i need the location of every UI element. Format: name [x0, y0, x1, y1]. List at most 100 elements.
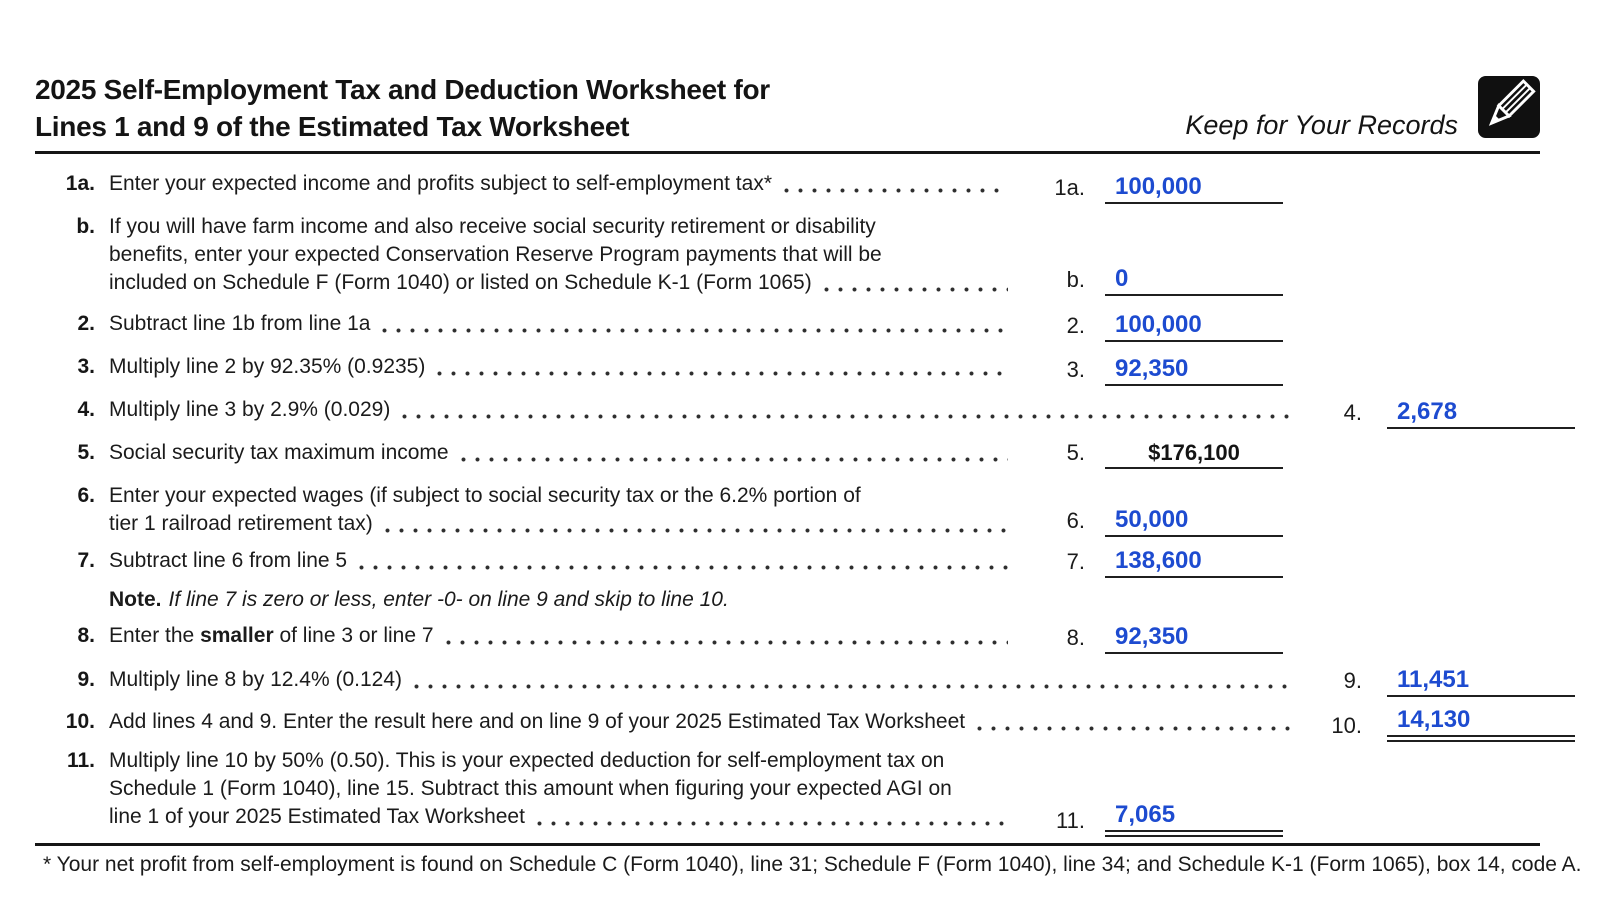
line-8-field: 8. 92,350 — [1018, 614, 1283, 654]
line-text: Enter your expected wages (if subject to… — [109, 484, 861, 507]
pencil-icon — [1478, 76, 1540, 138]
line-number: 2. — [77, 312, 95, 335]
field-label: 3. — [1066, 357, 1085, 382]
line-text: line 1 of your 2025 Estimated Tax Worksh… — [109, 805, 525, 828]
dot-leader — [536, 821, 1008, 826]
dot-leader — [460, 457, 1008, 462]
line-6-entry[interactable]: 50,000 — [1105, 497, 1283, 537]
line-11-entry[interactable]: 7,065 — [1105, 797, 1283, 837]
worksheet-line-7: 7. Subtract line 6 from line 5 — [40, 547, 1010, 575]
line-3-entry[interactable]: 92,350 — [1105, 346, 1283, 386]
line-number: 4. — [77, 398, 95, 421]
worksheet-line-6: 6. Enter your expected wages (if subject… — [40, 482, 1010, 538]
line-text: Add lines 4 and 9. Enter the result here… — [109, 710, 966, 733]
line-8-entry[interactable]: 92,350 — [1105, 614, 1283, 654]
line-number: 1a. — [65, 172, 95, 195]
line-text: tier 1 railroad retirement tax) — [109, 512, 373, 535]
footnote: * Your net profit from self-employment i… — [43, 853, 1582, 876]
dot-leader — [977, 726, 1293, 731]
note-label: Note. — [109, 588, 162, 611]
line-number: 8. — [77, 624, 95, 647]
field-label: 10. — [1331, 713, 1362, 738]
line-1b-entry[interactable]: 0 — [1105, 256, 1283, 296]
line-3-field: 3. 92,350 — [1018, 346, 1283, 386]
note-text: If line 7 is zero or less, enter -0- on … — [168, 588, 729, 611]
field-label: 2. — [1066, 313, 1085, 338]
line-10-entry[interactable]: 14,130 — [1387, 702, 1575, 742]
line-9-entry[interactable]: 11,451 — [1387, 657, 1575, 697]
line-2-value: 100,000 — [1115, 310, 1202, 338]
line-2-entry[interactable]: 100,000 — [1105, 302, 1283, 342]
line-number: 11. — [66, 749, 95, 772]
worksheet-line-9: 9. Multiply line 8 by 12.4% (0.124) — [40, 666, 1295, 694]
worksheet-line-8: 8. Enter the smaller of line 3 or line 7 — [40, 622, 1010, 650]
line-1b-field: b. 0 — [1018, 256, 1283, 296]
line-text-bold: smaller — [200, 624, 274, 647]
worksheet-note: Note. If line 7 is zero or less, enter -0… — [40, 586, 1010, 614]
worksheet-line-11: 11. Multiply line 10 by 50% (0.50). This… — [40, 747, 1010, 831]
line-number: 3. — [77, 355, 95, 378]
line-number: 9. — [77, 668, 95, 691]
field-label: b. — [1066, 267, 1085, 292]
line-1a-value: 100,000 — [1115, 172, 1202, 200]
worksheet-line-2: 2. Subtract line 1b from line 1a — [40, 310, 1010, 338]
line-1b-value: 0 — [1115, 264, 1129, 292]
line-6-value: 50,000 — [1115, 505, 1189, 533]
line-text: Social security tax maximum income — [109, 441, 449, 464]
worksheet-line-4: 4. Multiply line 3 by 2.9% (0.029) — [40, 396, 1295, 424]
line-text: Subtract line 1b from line 1a — [109, 312, 371, 335]
dot-leader — [437, 371, 1008, 376]
line-text: Enter your expected income and profits s… — [109, 172, 772, 195]
field-label: 7. — [1066, 549, 1085, 574]
dot-leader — [384, 528, 1008, 533]
line-1a-entry[interactable]: 100,000 — [1105, 164, 1283, 204]
field-label: 8. — [1066, 625, 1085, 650]
line-10-field: 10. 14,130 — [1272, 702, 1575, 742]
line-text: Subtract line 6 from line 5 — [109, 549, 348, 572]
field-label: 11. — [1056, 808, 1085, 833]
dot-leader — [402, 414, 1293, 419]
line-text: Multiply line 3 by 2.9% (0.029) — [109, 398, 391, 421]
line-text: Enter the — [109, 624, 201, 647]
dot-leader — [784, 188, 1008, 193]
field-label: 9. — [1343, 668, 1362, 693]
line-5-entry: $176,100 — [1105, 429, 1283, 469]
header-divider — [35, 151, 1540, 154]
worksheet-line-10: 10. Add lines 4 and 9. Enter the result … — [40, 708, 1295, 736]
keep-for-records-note: Keep for Your Records — [1185, 110, 1458, 140]
field-label: 1a. — [1054, 175, 1085, 200]
worksheet-line-5: 5. Social security tax maximum income — [40, 439, 1010, 467]
line-text: Multiply line 10 by 50% (0.50). This is … — [109, 749, 945, 772]
line-6-field: 6. 50,000 — [1018, 497, 1283, 537]
worksheet-line-3: 3. Multiply line 2 by 92.35% (0.9235) — [40, 353, 1010, 381]
line-9-field: 9. 11,451 — [1272, 657, 1575, 697]
line-8-value: 92,350 — [1115, 622, 1189, 650]
line-11-field: 11. 7,065 — [1018, 797, 1283, 837]
line-9-value: 11,451 — [1397, 665, 1470, 693]
field-label: 5. — [1066, 440, 1085, 465]
dot-leader — [382, 328, 1008, 333]
worksheet-line-1b: b. If you will have farm income and also… — [40, 213, 1010, 297]
line-text: of line 3 or line 7 — [273, 624, 434, 647]
field-label: 6. — [1066, 508, 1085, 533]
line-4-field: 4. 2,678 — [1272, 389, 1575, 429]
page-title: 2025 Self-Employment Tax and Deduction W… — [35, 74, 770, 105]
line-7-entry[interactable]: 138,600 — [1105, 538, 1283, 578]
dot-leader — [445, 640, 1008, 645]
line-text: benefits, enter your expected Conservati… — [109, 243, 882, 266]
line-4-entry[interactable]: 2,678 — [1387, 389, 1575, 429]
line-1a-field: 1a. 100,000 — [1018, 164, 1283, 204]
dot-leader — [823, 287, 1008, 292]
page-title-line2: Lines 1 and 9 of the Estimated Tax Works… — [35, 111, 630, 142]
line-10-value: 14,130 — [1397, 705, 1471, 733]
line-4-value: 2,678 — [1397, 397, 1458, 425]
line-text: Schedule 1 (Form 1040), line 15. Subtrac… — [109, 777, 952, 800]
line-7-field: 7. 138,600 — [1018, 538, 1283, 578]
footer-divider — [35, 843, 1540, 846]
line-3-value: 92,350 — [1115, 354, 1189, 382]
line-11-value: 7,065 — [1115, 800, 1176, 828]
worksheet-line-1a: 1a. Enter your expected income and profi… — [40, 170, 1010, 198]
dot-leader — [414, 684, 1293, 689]
field-label: 4. — [1343, 400, 1362, 425]
